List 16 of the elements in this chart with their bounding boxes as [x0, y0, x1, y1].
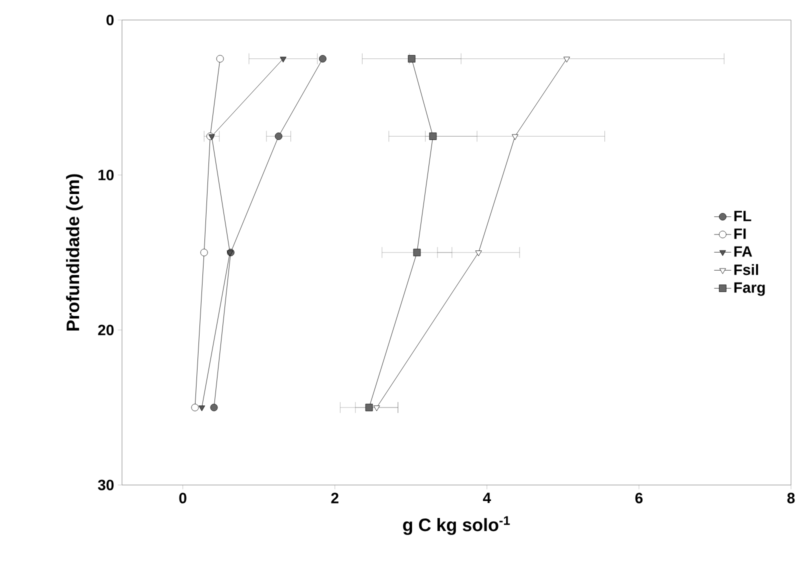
y-tick-label: 10: [98, 170, 114, 180]
legend-label: Fsil: [734, 264, 758, 276]
x-tick-label: 6: [635, 492, 643, 504]
y-tick-label: 20: [98, 324, 114, 336]
y-tick-label: 0: [106, 14, 114, 26]
y-tick-label: 30: [98, 480, 114, 490]
legend-label: FA: [734, 246, 752, 257]
y-axis-title: Profundidade (cm): [66, 174, 83, 331]
x-tick-label: 0: [179, 492, 186, 504]
legend-label: FI: [734, 228, 746, 239]
x-tick-label: 8: [787, 492, 795, 504]
x-axis-title: g C kg solo$^{-1}$: [403, 516, 510, 535]
legend-label: Farg: [734, 282, 765, 296]
legend-label: FL: [734, 210, 752, 222]
x-tick-label: 2: [331, 492, 338, 504]
x-tick-label: 4: [482, 492, 491, 504]
